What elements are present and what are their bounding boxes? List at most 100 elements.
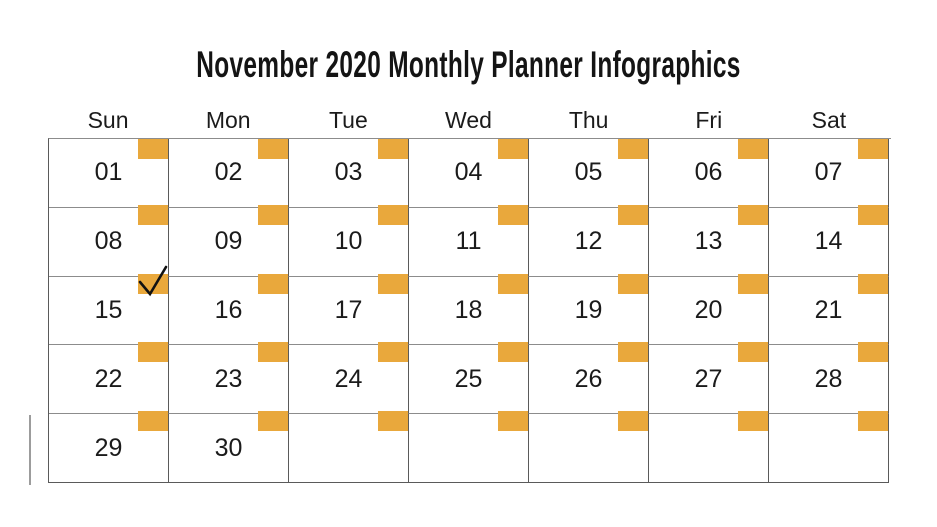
- day-tab: [498, 273, 528, 294]
- day-tab: [738, 342, 768, 363]
- day-tab: [858, 411, 888, 432]
- day-tab: [378, 139, 408, 159]
- day-cell-13[interactable]: 13: [649, 204, 769, 277]
- check-icon: [138, 265, 168, 296]
- day-tab: [258, 342, 288, 363]
- day-number: 26: [574, 364, 603, 393]
- day-tab: [738, 411, 768, 432]
- day-tab: [498, 139, 528, 159]
- day-cell-10[interactable]: 10: [289, 204, 409, 277]
- day-tab: [738, 204, 768, 225]
- day-number: 08: [94, 227, 123, 256]
- day-number: 05: [574, 158, 603, 187]
- weekday-label-sun: Sun: [87, 107, 129, 133]
- day-tab: [138, 411, 168, 432]
- day-number: 09: [214, 227, 243, 256]
- day-cell-18[interactable]: 18: [409, 273, 529, 346]
- day-number: 18: [454, 295, 483, 324]
- day-cell-02[interactable]: 02: [169, 139, 289, 208]
- day-cell-14[interactable]: 14: [769, 204, 889, 277]
- day-tab: [618, 411, 648, 432]
- day-number: 29: [94, 433, 123, 462]
- day-cell-07[interactable]: 07: [769, 139, 889, 208]
- day-cell-22[interactable]: 22: [49, 342, 169, 415]
- day-cell-12[interactable]: 12: [529, 204, 649, 277]
- day-tab: [498, 204, 528, 225]
- day-number: 12: [574, 227, 603, 256]
- day-cell-17[interactable]: 17: [289, 273, 409, 346]
- day-number: 21: [814, 295, 843, 324]
- weekday-label-tue: Tue: [328, 107, 368, 133]
- weekday-header-row: Sun Mon Tue Wed Thu Fri Sat: [48, 107, 889, 134]
- day-cell-25[interactable]: 25: [409, 342, 529, 415]
- day-number: 04: [454, 158, 483, 187]
- day-cell-28[interactable]: 28: [769, 342, 889, 415]
- day-tab: [618, 342, 648, 363]
- day-tab: [138, 342, 168, 363]
- day-number: 07: [814, 158, 843, 187]
- day-cell-16[interactable]: 16: [169, 273, 289, 346]
- day-cell-21[interactable]: 21: [769, 273, 889, 346]
- day-cell-11[interactable]: 11: [409, 204, 529, 277]
- weekday-label-mon: Mon: [205, 107, 251, 133]
- day-cell-05[interactable]: 05: [529, 139, 649, 208]
- day-tab: [738, 273, 768, 294]
- day-cell-29[interactable]: 29: [49, 411, 169, 483]
- day-tab: [258, 139, 288, 159]
- day-number: 01: [94, 158, 123, 187]
- day-cell-24[interactable]: 24: [289, 342, 409, 415]
- day-cell-06[interactable]: 06: [649, 139, 769, 208]
- day-cell-26[interactable]: 26: [529, 342, 649, 415]
- day-tab: [498, 411, 528, 432]
- day-tab: [378, 411, 408, 432]
- day-cell-empty[interactable]: [649, 411, 769, 483]
- day-number: 19: [574, 295, 603, 324]
- day-cell-09[interactable]: 09: [169, 204, 289, 277]
- day-tab: [498, 342, 528, 363]
- day-number: 17: [334, 295, 363, 324]
- day-cell-27[interactable]: 27: [649, 342, 769, 415]
- day-cell-08[interactable]: 08: [49, 204, 169, 277]
- day-cell-empty[interactable]: [529, 411, 649, 483]
- day-tab: [378, 273, 408, 294]
- day-number: 16: [214, 295, 243, 324]
- day-tab: [258, 411, 288, 432]
- day-number: 15: [94, 295, 123, 324]
- day-number: 06: [694, 158, 723, 187]
- day-tab: [858, 204, 888, 225]
- day-tab: [618, 204, 648, 225]
- day-tab: [738, 139, 768, 159]
- weekday-label-sat: Sat: [811, 107, 847, 133]
- day-number: 30: [214, 433, 243, 462]
- day-tab: [858, 342, 888, 363]
- day-number: 03: [334, 158, 363, 187]
- weekday-label-wed: Wed: [445, 107, 492, 133]
- day-tab: [138, 139, 168, 159]
- day-cell-23[interactable]: 23: [169, 342, 289, 415]
- day-cell-01[interactable]: 01: [49, 139, 169, 208]
- day-tab: [138, 204, 168, 225]
- day-number: 13: [694, 227, 723, 256]
- day-number: 28: [814, 364, 843, 393]
- day-tab: [258, 204, 288, 225]
- day-number: 23: [214, 364, 243, 393]
- day-cell-15[interactable]: 15: [49, 265, 169, 346]
- day-tab: [618, 139, 648, 159]
- day-cell-empty[interactable]: [409, 411, 529, 483]
- day-cell-empty[interactable]: [289, 411, 409, 483]
- day-cell-20[interactable]: 20: [649, 273, 769, 346]
- day-cell-19[interactable]: 19: [529, 273, 649, 346]
- weekday-label-fri: Fri: [695, 107, 723, 133]
- day-tab: [618, 273, 648, 294]
- day-cell-03[interactable]: 03: [289, 139, 409, 208]
- day-number: 27: [694, 364, 723, 393]
- day-cell-30[interactable]: 30: [169, 411, 289, 483]
- day-number: 10: [334, 227, 363, 256]
- day-number: 25: [454, 364, 483, 393]
- day-number: 02: [214, 158, 243, 187]
- left-edge-line: [29, 415, 31, 485]
- day-cell-04[interactable]: 04: [409, 139, 529, 208]
- day-cell-empty[interactable]: [769, 411, 889, 483]
- day-tab: [858, 273, 888, 294]
